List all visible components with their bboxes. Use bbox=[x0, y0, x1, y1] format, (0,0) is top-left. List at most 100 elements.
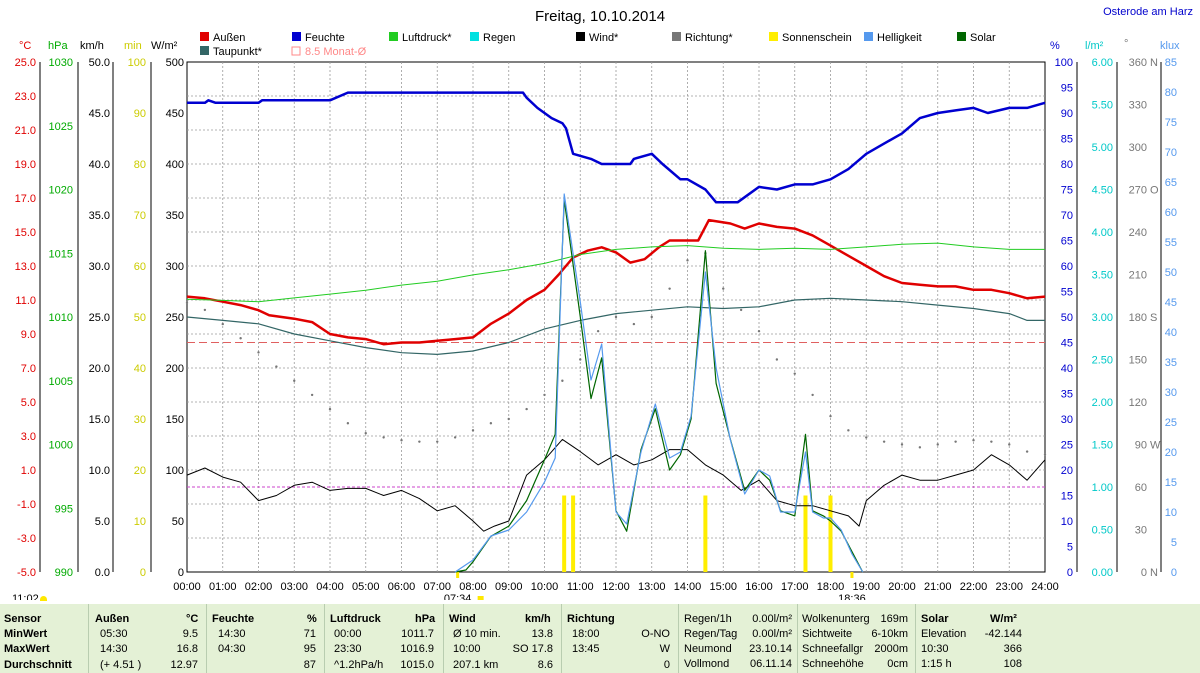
axis-tick-pct: 10 bbox=[1061, 516, 1073, 528]
axis-tick-time: 05:00 bbox=[352, 581, 380, 593]
axis-tick-kmh: 30.0 bbox=[89, 261, 110, 273]
axis-tick-klux: 25 bbox=[1165, 417, 1177, 429]
axis-tick-hpa: 1015 bbox=[49, 248, 73, 260]
direction-point bbox=[364, 431, 367, 435]
stats-aussen-time: 14:30 bbox=[100, 643, 128, 655]
axis-tick-time: 18:00 bbox=[817, 581, 845, 593]
stats-feuchte-value: 87 bbox=[303, 659, 316, 671]
sunset-time: 18:36 bbox=[838, 593, 866, 600]
axis-tick-temp: 5.0 bbox=[21, 397, 36, 409]
legend-label: Außen bbox=[213, 32, 245, 44]
axis-unit-hpa: hPa bbox=[48, 40, 68, 52]
axis-tick-lm2: 5.00 bbox=[1092, 142, 1113, 154]
direction-point bbox=[811, 393, 814, 397]
axis-tick-deg: 210 bbox=[1129, 270, 1147, 282]
axis-tick-time: 14:00 bbox=[674, 581, 702, 593]
stats-rain-label: Regen/Tag bbox=[684, 628, 738, 640]
axis-tick-pct: 85 bbox=[1061, 134, 1073, 146]
axis-tick-time: 20:00 bbox=[888, 581, 916, 593]
axis-tick-pct: 60 bbox=[1061, 261, 1073, 273]
direction-point bbox=[543, 393, 546, 397]
direction-point bbox=[382, 436, 385, 439]
stats-cloud-label: Schneefallgr bbox=[802, 643, 864, 655]
axis-tick-pct: 40 bbox=[1061, 363, 1073, 375]
direction-point bbox=[918, 446, 922, 449]
axis-tick-temp: 19.0 bbox=[15, 159, 36, 171]
direction-point bbox=[668, 287, 671, 290]
axis-tick-klux: 80 bbox=[1165, 87, 1177, 99]
axis-direction-label: N bbox=[1150, 567, 1158, 579]
axis-unit-kmh: km/h bbox=[80, 40, 104, 52]
axis-tick-klux: 65 bbox=[1165, 177, 1177, 189]
axis-tick-temp: 13.0 bbox=[15, 261, 36, 273]
axis-tick-time: 17:00 bbox=[781, 581, 809, 593]
direction-point bbox=[221, 322, 224, 326]
stats-richtung-time: 18:00 bbox=[572, 628, 600, 640]
stats-header-wind: Wind bbox=[449, 613, 476, 625]
axis-tick-min: 40 bbox=[134, 363, 146, 375]
stats-rain-value: 06.11.14 bbox=[749, 658, 792, 670]
axis-tick-deg: 90 bbox=[1135, 440, 1147, 452]
axis-tick-pct: 50 bbox=[1061, 312, 1073, 324]
axis-tick-deg: 240 bbox=[1129, 227, 1147, 239]
axis-tick-wm2: 250 bbox=[166, 312, 184, 324]
axis-tick-klux: 35 bbox=[1165, 357, 1177, 369]
axis-tick-klux: 30 bbox=[1165, 387, 1177, 399]
axis-tick-time: 01:00 bbox=[209, 581, 237, 593]
legend-swatch bbox=[291, 46, 301, 56]
axis-tick-pct: 20 bbox=[1061, 465, 1073, 477]
axis-tick-time: 02:00 bbox=[245, 581, 273, 593]
direction-point bbox=[275, 365, 278, 368]
axis-tick-pct: 30 bbox=[1061, 414, 1073, 426]
axis-tick-kmh: 10.0 bbox=[89, 465, 110, 477]
stats-rain-value: 0.00l/m² bbox=[752, 628, 792, 640]
axis-tick-lm2: 6.00 bbox=[1092, 57, 1113, 69]
axis-tick-klux: 20 bbox=[1165, 447, 1177, 459]
axis-tick-pct: 100 bbox=[1055, 57, 1073, 69]
axis-tick-temp: 17.0 bbox=[15, 193, 36, 205]
direction-point bbox=[1008, 443, 1011, 446]
axis-tick-time: 19:00 bbox=[852, 581, 880, 593]
direction-point bbox=[847, 429, 850, 432]
axis-tick-hpa: 1025 bbox=[49, 121, 73, 133]
direction-point bbox=[954, 440, 957, 443]
direction-point bbox=[829, 414, 832, 418]
stats-header-wind-unit: km/h bbox=[525, 613, 551, 625]
legend-swatch bbox=[769, 32, 778, 41]
solar-header-unit: W/m² bbox=[990, 613, 1017, 625]
axis-tick-klux: 5 bbox=[1171, 537, 1177, 549]
axis-tick-temp: 15.0 bbox=[15, 227, 36, 239]
direction-point bbox=[525, 407, 528, 411]
direction-point bbox=[293, 379, 296, 382]
axis-tick-kmh: 0.0 bbox=[95, 567, 110, 579]
solar-header: Solar bbox=[921, 613, 949, 625]
direction-point bbox=[632, 322, 636, 326]
axis-tick-pct: 75 bbox=[1061, 185, 1073, 197]
axis-tick-temp: 21.0 bbox=[15, 125, 36, 137]
stats-aussen-value: 12.97 bbox=[170, 659, 198, 671]
series-line-helligkeit bbox=[454, 193, 864, 573]
axis-tick-temp: 23.0 bbox=[15, 91, 36, 103]
stats-wind-time: 10:00 bbox=[453, 643, 481, 655]
axis-tick-pct: 80 bbox=[1061, 159, 1073, 171]
axis-tick-pct: 5 bbox=[1067, 542, 1073, 554]
direction-point bbox=[579, 358, 582, 361]
series-line-solar bbox=[454, 199, 864, 573]
stats-aussen-time: (+ 4.51 ) bbox=[100, 659, 142, 671]
stats-luftdruck-value: 1011.7 bbox=[401, 628, 434, 640]
direction-point bbox=[990, 440, 993, 443]
axis-tick-wm2: 450 bbox=[166, 108, 184, 120]
axis-tick-temp: 9.0 bbox=[21, 329, 36, 341]
axis-tick-deg: 0 bbox=[1141, 567, 1147, 579]
legend-label: Richtung* bbox=[685, 32, 733, 44]
series-line-wind bbox=[186, 438, 1046, 532]
stats-richtung-value: W bbox=[659, 643, 670, 655]
stats-richtung-time: 13:45 bbox=[572, 643, 600, 655]
direction-point bbox=[1025, 450, 1029, 453]
axis-tick-pct: 25 bbox=[1061, 440, 1073, 452]
axis-tick-time: 00:00 bbox=[173, 581, 201, 593]
axis-tick-klux: 40 bbox=[1165, 327, 1177, 339]
axis-unit-klux: klux bbox=[1160, 40, 1180, 52]
axis-tick-time: 15:00 bbox=[709, 581, 737, 593]
stats-header-aussen-unit: °C bbox=[186, 613, 199, 625]
